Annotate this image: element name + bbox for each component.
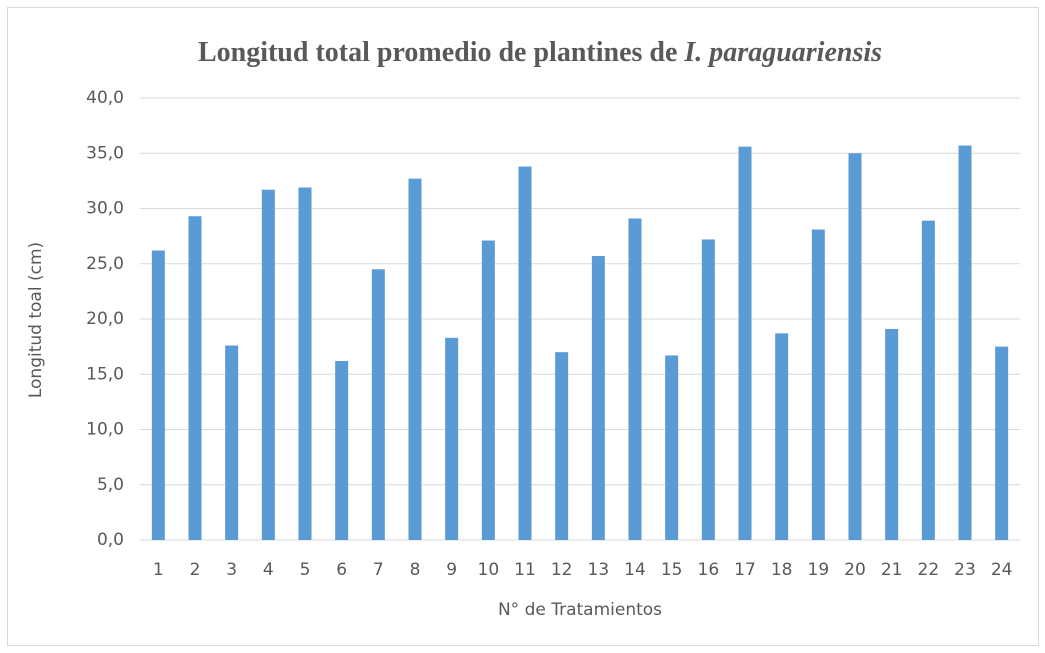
bar [995,346,1009,540]
x-tick-label: 16 [698,560,720,580]
bar [225,345,239,540]
bar [408,178,422,541]
x-tick-label: 5 [300,560,311,580]
bar [555,352,569,540]
bar [335,360,349,540]
bar [298,187,312,540]
bar [848,153,862,540]
bar [628,218,642,540]
y-tick-label: 5,0 [97,475,124,495]
x-tick-label: 22 [918,560,940,580]
x-tick-label: 6 [336,560,347,580]
x-tick-label: 15 [661,560,683,580]
x-tick-label: 24 [991,560,1013,580]
x-tick-label: 18 [771,560,793,580]
bar [701,239,715,540]
y-tick-label: 40,0 [86,88,124,108]
x-tick-label: 14 [624,560,646,580]
bar [371,269,385,540]
y-tick-label: 25,0 [86,254,124,274]
bar [885,328,899,540]
bar [775,333,789,540]
x-tick-label: 12 [551,560,573,580]
y-tick-label: 0,0 [97,530,124,550]
y-tick-label: 20,0 [86,309,124,329]
x-tick-label: 13 [588,560,610,580]
bar [958,145,972,540]
x-tick-label: 3 [226,560,237,580]
bar [665,355,679,540]
x-tick-label: 8 [410,560,421,580]
bar [811,229,825,540]
bar [518,166,532,540]
y-axis-label: Longitud toal (cm) [26,242,46,398]
y-tick-label: 15,0 [86,364,124,384]
bar [445,337,459,540]
chart-title: Longitud total promedio de plantines de … [198,37,882,68]
x-tick-label: 7 [373,560,384,580]
x-tick-label: 4 [263,560,274,580]
x-tick-label: 10 [478,560,500,580]
x-tick-label: 9 [446,560,457,580]
x-tick-label: 21 [881,560,903,580]
y-tick-label: 30,0 [86,199,124,219]
y-tick-label: 35,0 [86,143,124,163]
bar [261,189,275,540]
x-tick-label: 17 [734,560,756,580]
title-part: I. paraguariensis [683,37,882,68]
x-tick-label: 11 [514,560,536,580]
title-part: Longitud total promedio de plantines de [198,37,684,68]
y-tick-label: 10,0 [86,420,124,440]
bar [738,146,752,540]
x-tick-label: 19 [808,560,830,580]
bar [921,220,935,540]
bar [591,256,605,540]
x-tick-label: 1 [153,560,164,580]
bar [151,250,165,541]
bar [481,240,495,541]
x-tick-label: 23 [954,560,976,580]
bar [188,216,202,541]
x-axis-label: N° de Tratamientos [498,600,662,620]
x-tick-label: 20 [844,560,866,580]
x-tick-label: 2 [190,560,201,580]
